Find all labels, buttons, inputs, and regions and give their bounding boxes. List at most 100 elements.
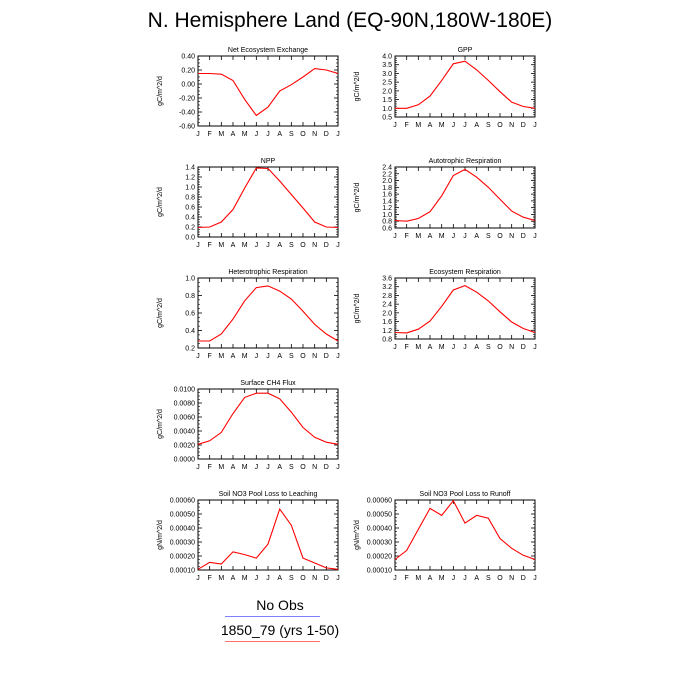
x-tick-label: M [415, 575, 421, 582]
y-tick-label: 0.00020 [367, 554, 392, 561]
x-tick-label: F [405, 233, 409, 240]
x-tick-label: S [486, 575, 491, 582]
x-tick-label: S [486, 233, 491, 240]
x-tick-label: J [255, 464, 259, 471]
y-axis-label: gC/m^2/d [157, 409, 164, 439]
chart-title: Autotrophic Respiration [429, 158, 502, 165]
y-tick-label: 2.4 [382, 302, 392, 309]
y-axis-label: gC/m^2/d [354, 72, 361, 102]
series-line [198, 285, 339, 342]
y-tick-label: 1.0 [185, 276, 195, 283]
x-tick-label: J [196, 353, 200, 360]
x-tick-label: M [439, 122, 445, 129]
x-tick-label: A [231, 131, 236, 138]
y-tick-label: 0.8 [382, 337, 392, 344]
x-tick-label: F [208, 464, 212, 471]
series-line [394, 499, 536, 561]
x-tick-label: S [289, 575, 294, 582]
x-tick-label: A [474, 575, 479, 582]
x-tick-label: A [474, 122, 479, 129]
chart-panel-ecosystem-respiration: Ecosystem Respiration 3.63.2 2.8 2.42.0 1.6 1… [354, 269, 537, 351]
x-tick-label: J [266, 353, 270, 360]
y-tick-label: 0.8 [185, 293, 195, 300]
x-tick-label: F [208, 131, 212, 138]
y-axis-label: gC/m^2/d [157, 76, 164, 106]
y-tick-label: 2.2 [382, 171, 392, 178]
y-tick-label: 0.0000 [174, 457, 196, 464]
x-tick-label: A [428, 122, 433, 129]
x-tick-label: N [509, 575, 514, 582]
page-title: N. Hemisphere Land (EQ-90N,180W-180E) [147, 9, 553, 32]
series-line [198, 68, 339, 117]
y-tick-label: 0.00020 [170, 554, 195, 561]
y-tick-label: 0.00010 [367, 568, 392, 575]
x-tick-label: J [393, 344, 397, 351]
x-tick-label: N [312, 464, 317, 471]
x-tick-label: A [277, 242, 282, 249]
x-tick-label: J [255, 353, 259, 360]
y-tick-label: 0.4 [185, 328, 195, 335]
y-tick-label: 1.0 [382, 106, 392, 113]
x-tick-label: M [242, 575, 248, 582]
plot-frame [197, 277, 339, 349]
x-tick-label: J [452, 344, 456, 351]
x-tick-label: J [533, 344, 537, 351]
x-tick-label: S [486, 344, 491, 351]
y-tick-label: -0.40 [179, 110, 195, 117]
y-tick-label: 0.6 [185, 311, 195, 318]
x-tick-label: J [336, 131, 340, 138]
y-tick-label: 0.00060 [170, 498, 195, 505]
y-tick-label: 1.2 [185, 175, 195, 182]
y-tick-label: 0.00010 [170, 568, 195, 575]
plot-frame [197, 499, 339, 571]
y-tick-label: 0.00060 [367, 498, 392, 505]
chart-panel-soil-no3-pool-loss-to-leaching: Soil NO3 Pool Loss to Leaching 0.00060 0.0… [157, 491, 340, 582]
x-tick-label: J [393, 575, 397, 582]
y-tick-label: 3.0 [382, 71, 392, 78]
x-tick-label: J [266, 464, 270, 471]
x-tick-label: M [415, 233, 421, 240]
x-tick-label: D [324, 464, 329, 471]
x-tick-label: N [312, 575, 317, 582]
x-tick-label: O [300, 131, 306, 138]
chart-title: Soil NO3 Pool Loss to Runoff [420, 491, 511, 498]
series-line [197, 167, 339, 229]
chart-panel-surface-ch4-flux: Surface CH4 Flux 0.0100 0.0080 0.0060 0.0040… [157, 380, 340, 471]
plot-frame [197, 388, 339, 460]
y-tick-label: 2.5 [382, 80, 392, 87]
x-tick-label: A [231, 353, 236, 360]
y-tick-label: 0.8 [185, 195, 195, 202]
x-tick-label: J [336, 242, 340, 249]
chart-panel-heterotrophic-respiration: Heterotrophic Respiration 1.0 0.8 0.6 0.4 0.2… [157, 269, 340, 360]
x-tick-label: A [474, 344, 479, 351]
x-tick-label: M [218, 464, 224, 471]
y-tick-label: 0.0060 [174, 415, 196, 422]
x-tick-label: J [255, 575, 259, 582]
x-tick-label: M [242, 464, 248, 471]
x-tick-label: J [266, 131, 270, 138]
chart-title: Heterotrophic Respiration [228, 269, 307, 276]
series-line [197, 392, 339, 445]
x-tick-label: A [428, 344, 433, 351]
series-line [394, 284, 536, 334]
y-tick-label: 0.2 [185, 225, 195, 232]
x-tick-label: A [231, 242, 236, 249]
plot-frame [394, 499, 536, 571]
y-tick-label: 0.00030 [170, 540, 195, 547]
x-tick-label: J [255, 242, 259, 249]
legend-label-no-obs: No Obs [256, 597, 304, 613]
x-tick-label: S [289, 464, 294, 471]
y-tick-label: 1.5 [382, 97, 392, 104]
chart-title: Soil NO3 Pool Loss to Leaching [219, 491, 318, 498]
x-tick-label: N [509, 344, 514, 351]
y-tick-label: 0.00050 [170, 512, 195, 519]
x-tick-label: J [463, 575, 467, 582]
x-tick-label: J [336, 464, 340, 471]
x-tick-label: O [497, 122, 503, 129]
x-tick-label: J [196, 575, 200, 582]
y-tick-label: 2.0 [382, 310, 392, 317]
series-line [395, 60, 536, 109]
y-tick-label: 0.00050 [367, 512, 392, 519]
